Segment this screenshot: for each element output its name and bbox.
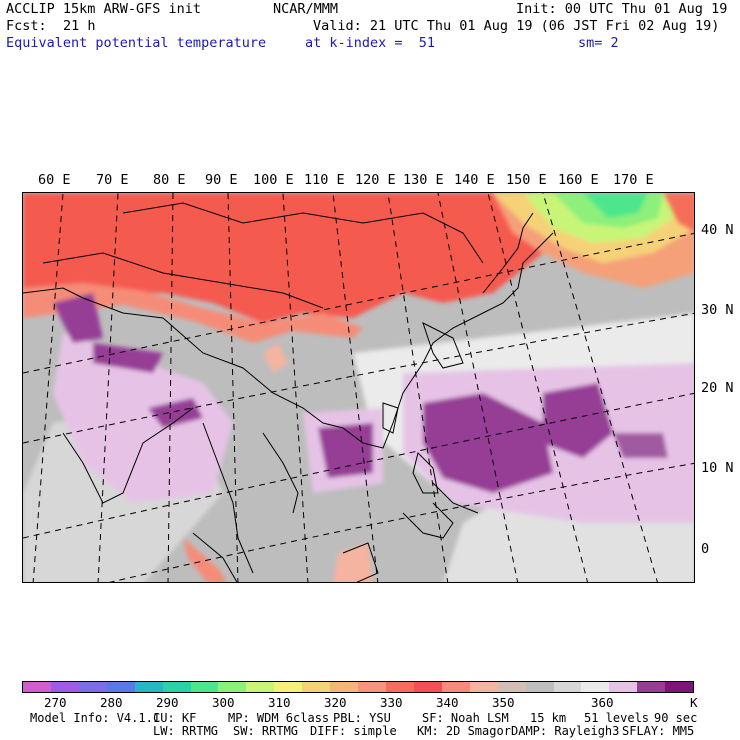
lon-label: 150 E [506, 172, 547, 188]
graticule [23, 193, 694, 582]
lon-label: 110 E [304, 172, 345, 188]
level-info: at k-index = 51 [305, 35, 436, 51]
lat-label: 10 N [701, 460, 734, 476]
lon-label: 100 E [253, 172, 294, 188]
model-info-damp: DAMP: Rayleigh3 [511, 724, 620, 738]
model-title: ACCLIP 15km ARW-GFS init [6, 1, 202, 17]
colorbar-swatch [665, 682, 694, 692]
colorbar-label: 290 [156, 695, 179, 710]
colorbar-swatch [78, 682, 107, 692]
model-info-cu: CU: KF [153, 711, 197, 725]
lon-label: 140 E [454, 172, 495, 188]
model-info-version: Model Info: V4.1.1 [30, 711, 161, 725]
colorbar-swatch [134, 682, 163, 692]
colorbar [22, 681, 694, 693]
colorbar-swatch [553, 682, 582, 692]
colorbar-swatch [609, 682, 638, 692]
model-info-timestep: 90 sec [654, 711, 698, 725]
theta-e-field [23, 193, 694, 582]
lat-label: 0 [701, 541, 710, 557]
colorbar-label: 330 [380, 695, 403, 710]
map-panel[interactable] [22, 192, 695, 583]
colorbar-label: 270 [44, 695, 67, 710]
lon-label: 170 E [613, 172, 654, 188]
colorbar-swatch [190, 682, 219, 692]
model-info-pbl: PBL: YSU [333, 711, 391, 725]
colorbar-label: 300 [212, 695, 235, 710]
field-name: Equivalent potential temperature [6, 35, 267, 51]
model-info-diff: DIFF: simple [310, 724, 397, 738]
model-info-res: 15 km [530, 711, 567, 725]
colorbar-swatch [581, 682, 610, 692]
valid-time: Valid: 21 UTC Thu 01 Aug 19 (06 JST Fri … [313, 18, 720, 34]
colorbar-label: 280 [100, 695, 123, 710]
colorbar-swatch [413, 682, 442, 692]
organization: NCAR/MMM [273, 1, 339, 17]
colorbar-label: 350 [492, 695, 515, 710]
model-info-sw: SW: RRTMG [233, 724, 299, 738]
coastlines [23, 202, 554, 582]
forecast-label: Fcst: [6, 18, 47, 34]
colorbar-swatch [497, 682, 526, 692]
model-info-sflay: SFLAY: MM5 [622, 724, 695, 738]
colorbar-swatch [469, 682, 498, 692]
colorbar-swatch [106, 682, 135, 692]
colorbar-label: 310 [268, 695, 291, 710]
colorbar-swatch [441, 682, 470, 692]
lon-label: 120 E [355, 172, 396, 188]
model-info-sf: SF: Noah LSM [422, 711, 509, 725]
lat-label: 30 N [701, 302, 734, 318]
colorbar-swatch [302, 682, 331, 692]
colorbar-swatch [246, 682, 275, 692]
forecast-hour: 21 h [63, 18, 96, 34]
model-info-km: KM: 2D Smagor [417, 724, 511, 738]
colorbar-swatch [274, 682, 303, 692]
colorbar-swatch [637, 682, 666, 692]
colorbar-swatch [218, 682, 247, 692]
colorbar-label: 340 [436, 695, 459, 710]
lon-label: 160 E [558, 172, 599, 188]
model-info-mp: MP: WDM 6class [228, 711, 330, 725]
colorbar-swatch [162, 682, 191, 692]
colorbar-swatch [330, 682, 359, 692]
lon-label: 130 E [403, 172, 444, 188]
lon-label: 80 E [153, 172, 186, 188]
lon-label: 70 E [96, 172, 129, 188]
colorbar-label: 360 [591, 695, 614, 710]
smoothing-info: sm= 2 [578, 35, 619, 51]
lon-label: 60 E [38, 172, 71, 188]
colorbar-swatch [23, 682, 51, 692]
colorbar-label: 320 [324, 695, 347, 710]
lat-label: 20 N [701, 380, 734, 396]
model-info-lw: LW: RRTMG [153, 724, 219, 738]
init-time: Init: 00 UTC Thu 01 Aug 19 [516, 1, 728, 17]
lon-label: 90 E [205, 172, 238, 188]
field-shading [23, 193, 694, 582]
colorbar-unit: K [690, 695, 698, 710]
colorbar-swatch [358, 682, 386, 692]
colorbar-swatch [525, 682, 554, 692]
model-info-levels: 51 levels [584, 711, 650, 725]
colorbar-swatch [50, 682, 79, 692]
lat-label: 40 N [701, 222, 734, 238]
colorbar-swatch [385, 682, 414, 692]
